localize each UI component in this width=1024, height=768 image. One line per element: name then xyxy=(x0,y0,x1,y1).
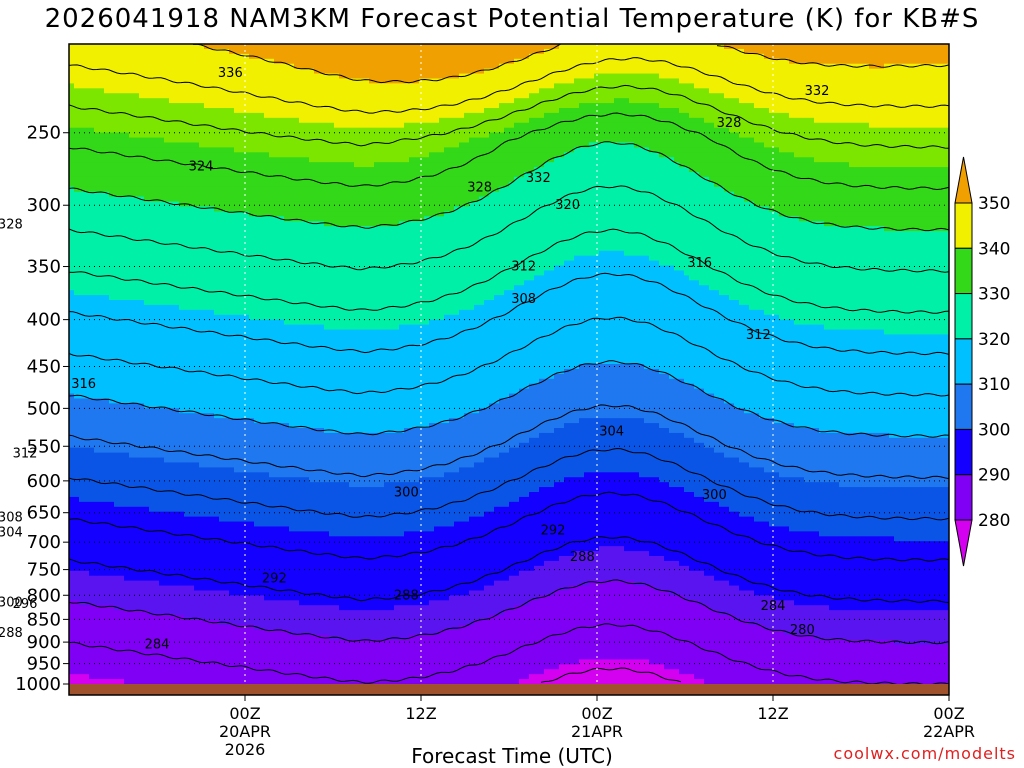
colorbar-bottom-arrow xyxy=(954,519,973,567)
x-tick-label: 2026 xyxy=(225,740,266,759)
contour-line xyxy=(69,360,949,438)
y-tick-label: 500 xyxy=(27,398,61,419)
contour-label: 336 xyxy=(218,66,243,81)
contour-label: 304 xyxy=(0,525,23,540)
x-tick-label: 00Z xyxy=(933,704,964,723)
y-tick-label: 550 xyxy=(27,436,61,457)
x-tick-label: 20APR xyxy=(219,722,271,741)
plot-frame xyxy=(68,43,950,696)
contour-label: 280 xyxy=(790,623,815,638)
contour-label: 328 xyxy=(467,181,492,196)
colorbar-label: 300 xyxy=(978,420,1010,440)
ground-strip xyxy=(69,684,949,695)
contour-label: 292 xyxy=(541,524,566,539)
contour-label: 288 xyxy=(394,588,419,603)
y-tick-label: 400 xyxy=(27,310,61,331)
colorbar-label: 340 xyxy=(978,239,1010,259)
colorbar-swatch xyxy=(954,338,973,385)
x-tick-label: 00Z xyxy=(229,704,260,723)
colorbar-top-arrow xyxy=(954,156,973,204)
colorbar-label: 330 xyxy=(978,285,1010,305)
y-tick-label: 250 xyxy=(27,123,61,144)
colorbar-swatch xyxy=(954,428,973,476)
contour-line xyxy=(69,536,949,603)
contour-line xyxy=(540,667,682,683)
chart-title: 2026041918 NAM3KM Forecast Potential Tem… xyxy=(0,4,1024,34)
contour-line xyxy=(69,623,949,686)
contour-label: 300 xyxy=(0,596,23,611)
contour-line xyxy=(69,141,949,232)
colorbar-swatch xyxy=(954,383,973,430)
contour-line xyxy=(69,228,949,314)
contour-line xyxy=(69,112,949,191)
contour-label: 328 xyxy=(0,218,23,233)
y-tick-label: 1000 xyxy=(15,674,61,695)
colorbar-label: 320 xyxy=(978,330,1010,350)
contour-label: 308 xyxy=(511,292,536,307)
y-tick-label: 600 xyxy=(27,471,61,492)
contour-line xyxy=(69,316,949,397)
colorbar-swatch xyxy=(954,293,973,340)
contour-label: 312 xyxy=(511,260,536,275)
contour-label: 328 xyxy=(717,116,742,131)
y-tick-label: 450 xyxy=(27,356,61,377)
contour-label: 288 xyxy=(570,550,595,565)
x-tick-label: 21APR xyxy=(571,722,623,741)
colorbar-label: 290 xyxy=(978,466,1010,486)
x-tick-label: 12Z xyxy=(757,704,788,723)
contour-line xyxy=(192,44,949,84)
contour-label: 292 xyxy=(262,572,287,587)
y-tick-label: 700 xyxy=(27,532,61,553)
colorbar-swatch xyxy=(954,202,973,249)
colorbar-label: 310 xyxy=(978,375,1010,395)
y-tick-label: 800 xyxy=(27,585,61,606)
contour-label: 296 xyxy=(13,597,38,612)
x-tick-label: 22APR xyxy=(923,722,975,741)
y-tick-label: 900 xyxy=(27,632,61,653)
contour-label: 300 xyxy=(702,488,727,503)
x-axis-label: Forecast Time (UTC) xyxy=(0,744,1024,768)
contour-label: 324 xyxy=(189,159,214,174)
y-tick-label: 300 xyxy=(27,195,61,216)
contour-line xyxy=(69,404,949,480)
contour-label: 332 xyxy=(805,84,830,99)
contour-label: 284 xyxy=(145,638,170,653)
site-credit: coolwx.com/modelts xyxy=(834,744,1016,763)
contour-label: 320 xyxy=(555,198,580,213)
contour-line xyxy=(69,272,949,356)
contour-line xyxy=(69,579,949,645)
x-tick-label: 12Z xyxy=(405,704,436,723)
contour-label: 332 xyxy=(526,171,551,186)
y-tick-label: 350 xyxy=(27,257,61,278)
colorbar-swatch xyxy=(954,474,973,521)
contour-label: 312 xyxy=(746,328,771,343)
contour-label: 308 xyxy=(0,511,23,526)
y-tick-label: 650 xyxy=(27,503,61,524)
colorbar-swatch xyxy=(954,247,973,295)
x-tick-label: 00Z xyxy=(581,704,612,723)
colorbar-label: 350 xyxy=(978,194,1010,214)
contour-label: 316 xyxy=(687,256,712,271)
y-tick-label: 750 xyxy=(27,560,61,581)
contour-label: 300 xyxy=(394,486,419,501)
contour-label: 304 xyxy=(599,425,624,440)
y-tick-label: 950 xyxy=(27,654,61,675)
colorbar-label: 280 xyxy=(978,511,1010,531)
contour-line xyxy=(69,57,949,114)
contour-line xyxy=(69,491,949,562)
contour-line xyxy=(69,84,949,149)
contour-label: 312 xyxy=(13,446,38,461)
contour-label: 288 xyxy=(0,626,23,641)
y-tick-label: 850 xyxy=(27,609,61,630)
contour-line xyxy=(69,185,949,273)
contour-label: 284 xyxy=(761,599,786,614)
contour-label: 316 xyxy=(71,377,96,392)
